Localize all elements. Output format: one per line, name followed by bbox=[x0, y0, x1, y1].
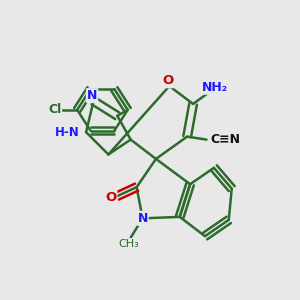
Text: N: N bbox=[137, 212, 148, 225]
Text: N: N bbox=[87, 89, 97, 102]
Text: C≡N: C≡N bbox=[211, 133, 241, 146]
Text: NH₂: NH₂ bbox=[202, 81, 229, 94]
Text: CH₃: CH₃ bbox=[119, 238, 140, 249]
Text: O: O bbox=[105, 191, 116, 204]
Text: H-N: H-N bbox=[54, 126, 79, 139]
Text: O: O bbox=[162, 74, 173, 87]
Text: Cl: Cl bbox=[48, 103, 62, 116]
